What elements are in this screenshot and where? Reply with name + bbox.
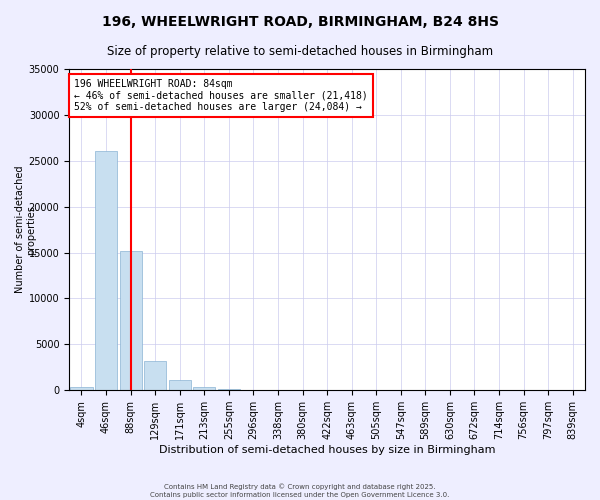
Bar xyxy=(119,250,142,390)
Text: Size of property relative to semi-detached houses in Birmingham: Size of property relative to semi-detach… xyxy=(107,45,493,58)
Y-axis label: Number of semi-detached
properties: Number of semi-detached properties xyxy=(15,166,37,294)
Bar xyxy=(144,361,166,390)
Bar xyxy=(70,386,92,390)
X-axis label: Distribution of semi-detached houses by size in Birmingham: Distribution of semi-detached houses by … xyxy=(159,445,496,455)
Bar xyxy=(169,380,191,390)
Text: 196 WHEELWRIGHT ROAD: 84sqm
← 46% of semi-detached houses are smaller (21,418)
5: 196 WHEELWRIGHT ROAD: 84sqm ← 46% of sem… xyxy=(74,78,368,112)
Text: Contains HM Land Registry data © Crown copyright and database right 2025.
Contai: Contains HM Land Registry data © Crown c… xyxy=(151,484,449,498)
Bar xyxy=(95,150,117,390)
Text: 196, WHEELWRIGHT ROAD, BIRMINGHAM, B24 8HS: 196, WHEELWRIGHT ROAD, BIRMINGHAM, B24 8… xyxy=(101,15,499,29)
Bar xyxy=(218,388,240,390)
Bar xyxy=(193,386,215,390)
